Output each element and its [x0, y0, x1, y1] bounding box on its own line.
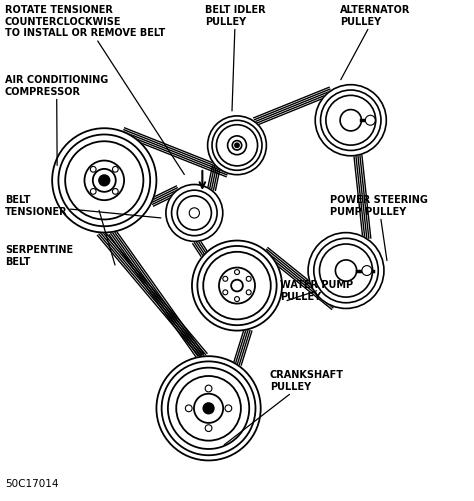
Circle shape	[223, 290, 228, 295]
Circle shape	[246, 290, 251, 295]
Circle shape	[99, 175, 109, 185]
Circle shape	[203, 403, 214, 413]
Circle shape	[192, 240, 282, 331]
Circle shape	[228, 136, 246, 155]
Circle shape	[189, 208, 200, 218]
Circle shape	[336, 260, 356, 281]
Text: AIR CONDITIONING
COMPRESSOR: AIR CONDITIONING COMPRESSOR	[5, 75, 108, 165]
Circle shape	[84, 160, 124, 200]
Circle shape	[223, 277, 228, 281]
Circle shape	[208, 116, 266, 175]
Circle shape	[362, 266, 372, 276]
Text: BELT
TENSIONER: BELT TENSIONER	[5, 195, 161, 218]
Text: 50C17014: 50C17014	[5, 479, 58, 489]
Circle shape	[308, 232, 384, 309]
Text: ROTATE TENSIONER
COUNTERCLOCKWISE
TO INSTALL OR REMOVE BELT: ROTATE TENSIONER COUNTERCLOCKWISE TO INS…	[5, 5, 184, 174]
Text: ALTERNATOR
PULLEY: ALTERNATOR PULLEY	[340, 5, 410, 80]
Circle shape	[219, 268, 255, 304]
Circle shape	[315, 85, 386, 156]
Circle shape	[93, 169, 116, 192]
Circle shape	[235, 143, 239, 147]
Circle shape	[365, 115, 375, 125]
Circle shape	[235, 270, 239, 275]
Circle shape	[231, 280, 243, 292]
Circle shape	[194, 394, 223, 423]
Circle shape	[52, 128, 156, 232]
Circle shape	[232, 141, 242, 150]
Text: POWER STEERING
PUMP PULLEY: POWER STEERING PUMP PULLEY	[330, 195, 428, 261]
Circle shape	[235, 297, 239, 302]
Circle shape	[156, 356, 261, 460]
Circle shape	[166, 184, 223, 241]
Text: BELT IDLER
PULLEY: BELT IDLER PULLEY	[205, 5, 265, 111]
Text: WATER PUMP
PULLEY: WATER PUMP PULLEY	[280, 280, 353, 302]
Circle shape	[246, 277, 251, 281]
Circle shape	[340, 110, 361, 131]
Text: CRANKSHAFT
PULLEY: CRANKSHAFT PULLEY	[224, 370, 344, 445]
Text: SERPENTINE
BELT: SERPENTINE BELT	[5, 245, 73, 267]
